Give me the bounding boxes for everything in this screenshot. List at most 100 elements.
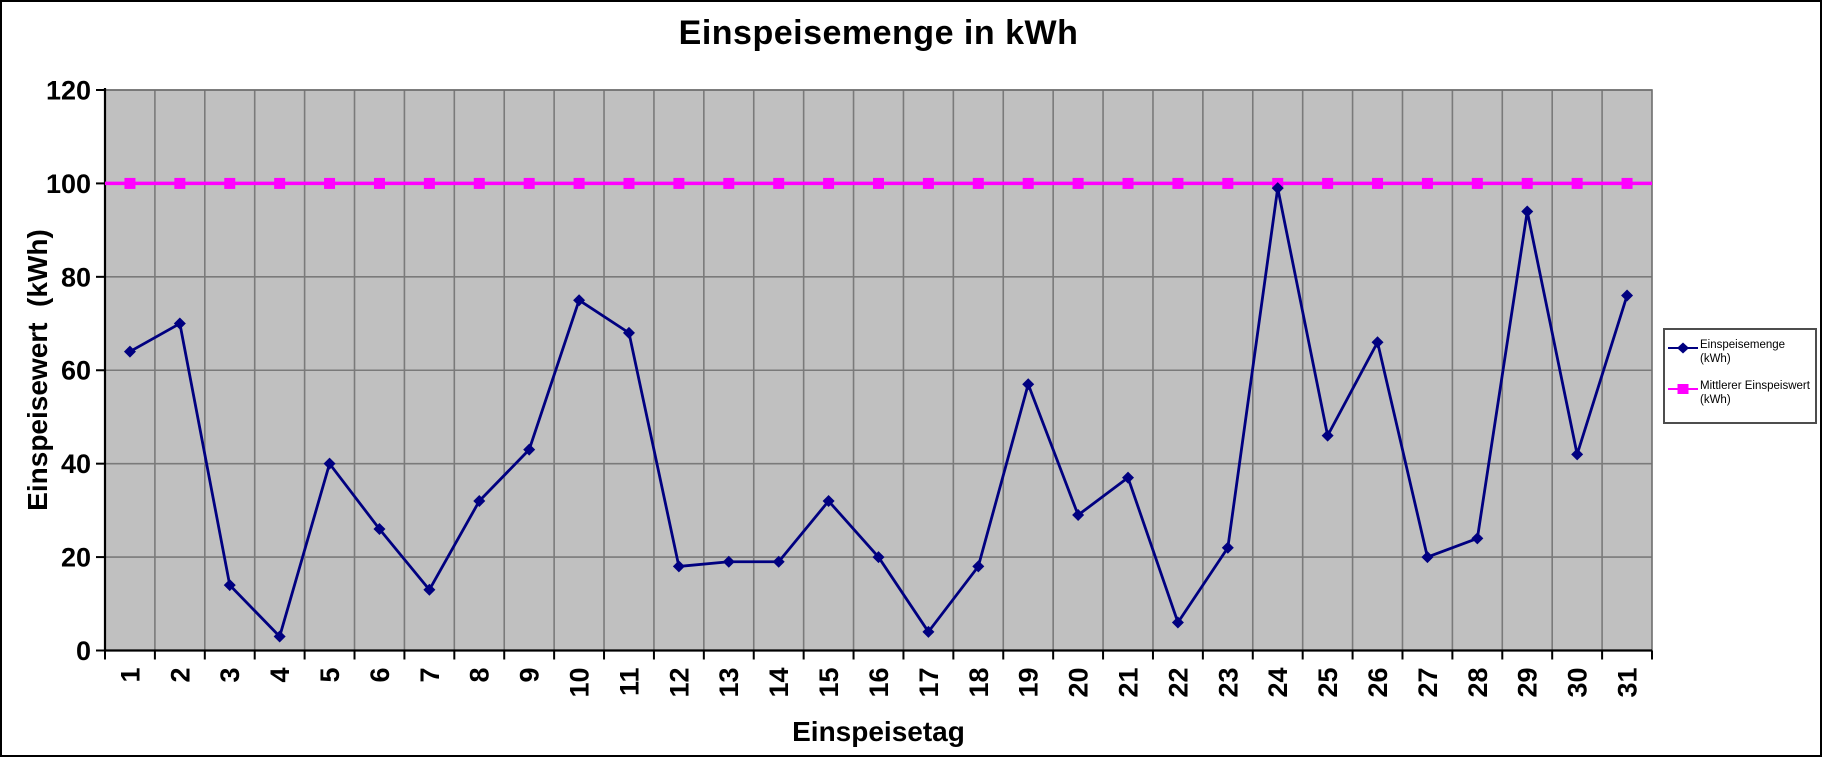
- x-tick-label: 22: [1163, 668, 1193, 698]
- data-point-marker-square: [473, 177, 485, 189]
- x-tick-label: 4: [265, 668, 295, 683]
- data-point-marker-diamond: [672, 560, 685, 573]
- x-tick-label: 21: [1113, 668, 1143, 698]
- data-point-marker-square: [1022, 177, 1034, 189]
- x-tick-label: 11: [614, 668, 644, 697]
- legend-item-einspeisemenge: Einspeisemenge (kWh): [1668, 338, 1813, 366]
- data-point-marker-diamond: [273, 630, 286, 643]
- data-point-marker-square: [972, 177, 984, 189]
- x-tick-label: 14: [764, 668, 794, 698]
- x-tick-label: 5: [315, 668, 345, 683]
- data-point-marker-square: [1421, 177, 1433, 189]
- data-point-marker-square: [124, 177, 136, 189]
- data-point-marker-square: [1521, 177, 1533, 189]
- series-mittlerer-einspeiswert: [105, 177, 1652, 189]
- data-point-marker-square: [773, 177, 785, 189]
- data-point-marker-square: [1621, 177, 1633, 189]
- data-point-marker-square: [573, 177, 585, 189]
- legend-line-square-icon: [1668, 384, 1698, 395]
- tick-marks: [96, 89, 1653, 660]
- data-point-marker-diamond: [1621, 289, 1634, 302]
- data-point-marker-square: [423, 177, 435, 189]
- x-tick-label: 28: [1463, 668, 1493, 698]
- x-tick-label: 27: [1413, 668, 1443, 698]
- legend-item-mittlerer-einspeiswert: Mittlerer Einspeiswert (kWh): [1668, 379, 1813, 407]
- data-point-marker-diamond: [173, 317, 186, 330]
- x-tick-label: 25: [1313, 668, 1343, 698]
- legend-label-mittlerer-einspeiswert: Mittlerer Einspeiswert (kWh): [1700, 380, 1810, 407]
- data-point-marker-square: [673, 177, 685, 189]
- data-point-marker-square: [523, 177, 535, 189]
- data-point-marker-diamond: [872, 551, 885, 564]
- data-point-marker-diamond: [223, 579, 236, 592]
- x-tick-labels: 1 2 3 4 5 6 7 8 9 10 11 12 13 14 15 16 17 18 19 20 21 22 23 24 2…: [115, 668, 1642, 698]
- series-einspeisemenge: [123, 182, 1634, 643]
- legend: Einspeisemenge (kWh) Mittlerer Einspeisw…: [1663, 328, 1817, 424]
- data-point-marker-diamond: [473, 495, 486, 508]
- data-point-marker-square: [1372, 177, 1384, 189]
- x-tick-label: 31: [1612, 668, 1642, 698]
- x-tick-label: 17: [914, 668, 944, 698]
- legend-line-diamond-icon: [1668, 342, 1698, 354]
- data-point-marker-square: [1571, 177, 1583, 189]
- data-point-marker-square: [1222, 177, 1234, 189]
- x-tick-label: 30: [1563, 668, 1593, 698]
- x-tick-label: 29: [1513, 668, 1543, 698]
- x-tick-label: 1: [115, 668, 145, 683]
- data-point-marker-square: [723, 177, 735, 189]
- data-point-marker-square: [373, 177, 385, 189]
- x-tick-label: 19: [1014, 668, 1044, 698]
- legend-swatch-diamond: [1677, 342, 1689, 354]
- data-point-marker-diamond: [1271, 182, 1284, 195]
- data-point-marker-square: [623, 177, 635, 189]
- x-tick-label: 23: [1213, 668, 1243, 698]
- data-point-marker-diamond: [1022, 378, 1035, 391]
- data-point-marker-diamond: [722, 555, 735, 568]
- data-point-marker-diamond: [1072, 509, 1085, 522]
- x-tick-label: 24: [1263, 668, 1293, 698]
- y-tick-label: 0: [76, 636, 91, 666]
- data-point-marker-diamond: [1122, 471, 1135, 484]
- x-tick-label: 6: [365, 668, 395, 683]
- data-point-marker-diamond: [1571, 448, 1584, 461]
- data-point-marker-diamond: [423, 583, 436, 596]
- chart-title: Einspeisemenge in kWh: [678, 14, 1079, 52]
- data-point-marker-square: [324, 177, 336, 189]
- x-tick-label: 3: [215, 668, 245, 683]
- data-point-marker-diamond: [523, 443, 536, 456]
- data-point-marker-square: [224, 177, 236, 189]
- y-tick-label: 40: [61, 449, 91, 479]
- x-tick-label: 18: [964, 668, 994, 698]
- y-tick-label: 80: [61, 262, 91, 292]
- data-point-marker-square: [1471, 177, 1483, 189]
- x-tick-label: 16: [864, 668, 894, 698]
- x-axis-title: Einspeisetag: [792, 716, 965, 747]
- x-tick-label: 12: [664, 668, 694, 698]
- x-tick-label: 10: [565, 668, 595, 698]
- data-point-marker-square: [1322, 177, 1334, 189]
- data-point-marker-diamond: [1421, 551, 1434, 564]
- data-point-marker-diamond: [1221, 541, 1234, 554]
- data-point-marker-square: [873, 177, 884, 189]
- y-tick-label: 100: [46, 169, 91, 199]
- data-point-marker-diamond: [1321, 429, 1334, 442]
- x-tick-label: 9: [515, 668, 545, 683]
- data-point-marker-diamond: [822, 495, 835, 508]
- data-point-marker-square: [1172, 177, 1184, 189]
- y-tick-label: 20: [61, 543, 91, 573]
- data-point-marker-diamond: [772, 555, 785, 568]
- data-point-marker-diamond: [573, 294, 586, 307]
- data-point-marker-diamond: [1521, 205, 1534, 218]
- data-point-marker-square: [823, 177, 835, 189]
- data-point-marker-diamond: [373, 523, 386, 536]
- data-point-marker-square: [1072, 177, 1084, 189]
- x-tick-label: 8: [465, 668, 495, 683]
- x-tick-label: 20: [1064, 668, 1094, 698]
- x-tick-label: 2: [165, 668, 195, 683]
- y-tick-labels: 0 20 40 60 80 100 120: [46, 75, 91, 666]
- data-point-marker-diamond: [123, 345, 136, 358]
- data-point-marker-diamond: [972, 560, 985, 573]
- data-point-marker-diamond: [1171, 616, 1184, 629]
- data-point-marker-diamond: [323, 457, 336, 470]
